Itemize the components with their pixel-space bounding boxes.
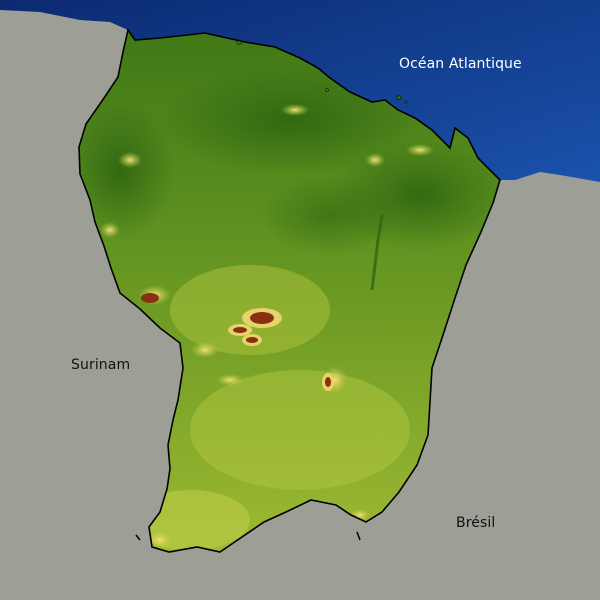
highland-spot <box>100 222 120 238</box>
highland-spot <box>191 342 219 358</box>
highland-spot <box>406 144 434 156</box>
highland-spot <box>118 152 142 168</box>
plateau-south <box>190 370 410 490</box>
bresil-label: Brésil <box>456 515 496 531</box>
central-lowland <box>260 175 400 255</box>
ocean-label: Océan Atlantique <box>399 56 522 72</box>
mountain-peaks <box>141 293 334 391</box>
highland-spot <box>216 374 244 386</box>
highland-spot <box>148 532 172 548</box>
coastal-islands <box>236 40 408 104</box>
southern-notch <box>135 534 141 541</box>
highland-spot <box>365 153 385 167</box>
atlantic-ocean <box>0 0 600 182</box>
coastal-lowland-west <box>79 100 175 240</box>
surinam-label: Surinam <box>71 357 131 373</box>
highland-spot <box>281 104 309 116</box>
river-channel <box>370 214 384 291</box>
southern-notch <box>356 531 361 541</box>
